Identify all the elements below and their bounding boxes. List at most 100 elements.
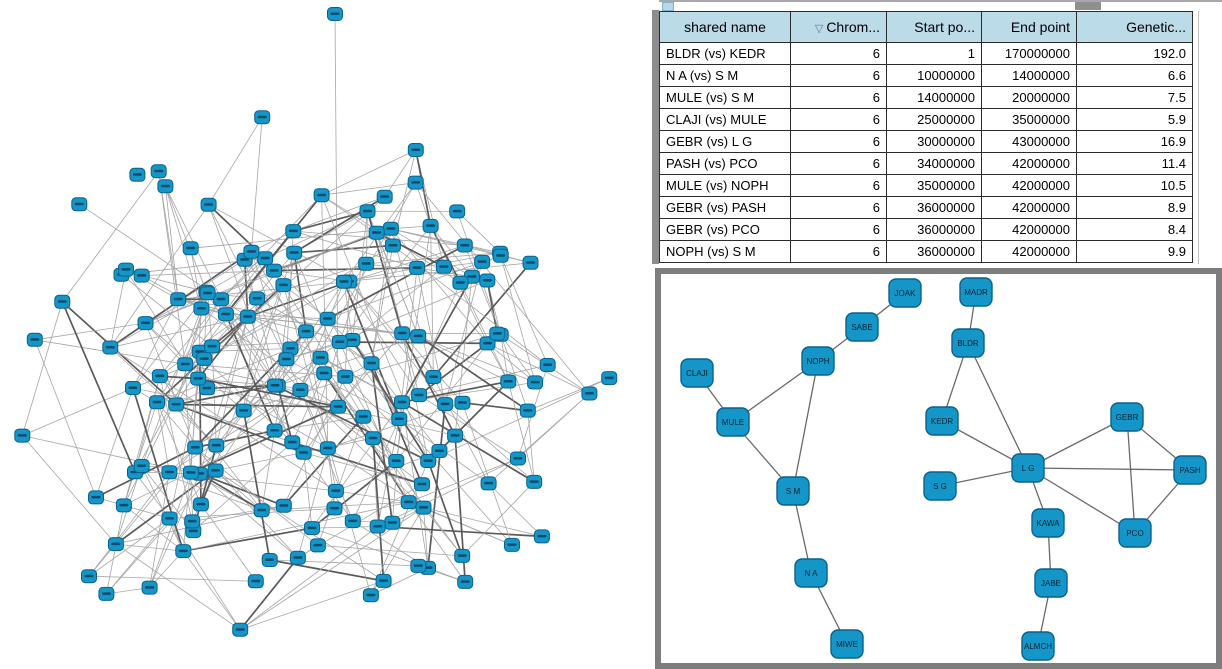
network-node-LG[interactable]: L G [1011, 453, 1045, 483]
network-node[interactable] [376, 189, 393, 204]
table-cell[interactable]: 8.4 [1076, 218, 1193, 241]
network-node[interactable] [285, 224, 302, 239]
network-edge-LG-PCO[interactable] [1027, 467, 1136, 534]
table-cell[interactable]: 6 [790, 174, 887, 197]
network-node-GEBR[interactable]: GEBR [1110, 402, 1144, 432]
network-node[interactable] [157, 179, 174, 194]
network-node[interactable] [295, 445, 312, 460]
network-node[interactable] [137, 316, 154, 331]
table-cell[interactable]: 7.5 [1076, 86, 1193, 109]
network-node-MULE[interactable]: MULE [716, 407, 750, 437]
network-node[interactable] [118, 262, 134, 277]
network-node[interactable] [286, 245, 303, 260]
filter-funnel-icon[interactable]: ▽ [814, 23, 824, 35]
network-node[interactable] [187, 440, 204, 455]
network-node[interactable] [282, 341, 299, 356]
network-node[interactable] [527, 375, 544, 390]
network-node[interactable] [601, 371, 618, 386]
table-cell[interactable]: 14000000 [981, 64, 1077, 87]
network-node-BLDR[interactable]: BLDR [951, 328, 985, 358]
network-node[interactable] [235, 403, 252, 418]
network-node[interactable] [362, 588, 379, 603]
network-node[interactable] [204, 339, 221, 354]
network-node[interactable] [107, 537, 124, 552]
network-node[interactable] [457, 574, 474, 589]
network-node[interactable] [407, 143, 424, 157]
network-node[interactable] [182, 241, 199, 256]
network-node[interactable] [344, 514, 361, 529]
network-node[interactable] [125, 381, 141, 395]
network-node[interactable] [208, 438, 225, 453]
network-node[interactable] [313, 188, 330, 203]
network-node[interactable] [382, 221, 399, 236]
column-header-2[interactable]: Start po... [886, 11, 982, 43]
network-node[interactable] [243, 244, 260, 259]
network-node[interactable] [254, 110, 271, 125]
table-cell[interactable]: 36000000 [886, 218, 982, 241]
network-node[interactable] [454, 548, 471, 563]
network-node[interactable] [519, 403, 536, 418]
network-node[interactable] [384, 238, 401, 253]
table-cell[interactable]: 42000000 [981, 240, 1077, 263]
table-cell[interactable]: 5.9 [1076, 108, 1193, 131]
network-node[interactable] [474, 254, 491, 269]
network-edge-LG-PASH[interactable] [1027, 467, 1191, 471]
small-network-canvas[interactable]: JOAK SABE NOPH CLAJI MULE S M N A MIWE MADR BLDR K… [661, 274, 1216, 663]
network-node-PASH[interactable]: PASH [1173, 455, 1207, 485]
table-cell[interactable]: 6 [790, 86, 887, 109]
table-cell[interactable]: 42000000 [981, 174, 1077, 197]
panel-splitter[interactable] [652, 10, 659, 264]
network-node[interactable] [420, 454, 437, 468]
network-node[interactable] [278, 352, 295, 367]
table-cell[interactable]: 6 [790, 218, 887, 241]
table-cell[interactable]: 11.4 [1076, 152, 1193, 175]
table-cell[interactable]: 14000000 [886, 86, 982, 109]
network-node[interactable] [368, 225, 385, 240]
network-node-JOAK[interactable]: JOAK [888, 278, 922, 308]
network-node[interactable] [309, 538, 326, 553]
table-cell[interactable]: 16.9 [1076, 130, 1193, 153]
network-node[interactable] [492, 248, 509, 263]
table-cell[interactable]: GEBR (vs) PCO [659, 218, 791, 241]
network-node[interactable] [452, 275, 469, 290]
network-node[interactable] [261, 553, 278, 567]
network-node[interactable] [182, 465, 199, 480]
network-node[interactable] [247, 574, 264, 589]
network-node[interactable] [407, 175, 424, 190]
network-node[interactable] [365, 431, 381, 446]
network-node[interactable] [479, 336, 496, 351]
network-node[interactable] [217, 307, 234, 322]
table-cell[interactable]: MULE (vs) NOPH [659, 174, 791, 197]
network-node[interactable] [289, 550, 306, 565]
network-node-ALMCH[interactable]: ALMCH [1021, 631, 1055, 661]
table-cell[interactable]: BLDR (vs) KEDR [659, 42, 791, 65]
table-cell[interactable]: 6.6 [1076, 64, 1193, 87]
network-node[interactable] [533, 529, 550, 544]
network-node[interactable] [331, 335, 348, 349]
network-node[interactable] [141, 580, 158, 595]
network-node[interactable] [232, 622, 249, 637]
network-node[interactable] [177, 357, 194, 372]
network-edge-GEBR-PCO[interactable] [1126, 416, 1136, 534]
table-cell[interactable]: 10.5 [1076, 174, 1193, 197]
network-node[interactable] [539, 358, 556, 372]
network-node[interactable] [54, 294, 71, 309]
network-node[interactable] [414, 477, 430, 492]
table-cell[interactable]: 1 [886, 42, 982, 65]
network-node[interactable] [71, 197, 88, 212]
network-node[interactable] [190, 371, 207, 386]
network-node[interactable] [14, 428, 31, 443]
network-node[interactable] [447, 428, 464, 443]
network-node[interactable] [422, 218, 439, 233]
network-node[interactable] [275, 498, 292, 513]
network-node[interactable] [363, 356, 380, 371]
network-node[interactable] [213, 292, 230, 307]
column-header-1[interactable]: ▽ Chrom... [790, 11, 887, 43]
network-node-JABE[interactable]: JABE [1034, 568, 1068, 598]
network-node[interactable] [312, 350, 329, 365]
table-cell[interactable]: 20000000 [981, 86, 1077, 109]
table-cell[interactable]: GEBR (vs) PASH [659, 196, 791, 219]
network-node[interactable] [336, 274, 352, 289]
network-node[interactable] [337, 369, 354, 384]
network-node[interactable] [431, 444, 448, 458]
